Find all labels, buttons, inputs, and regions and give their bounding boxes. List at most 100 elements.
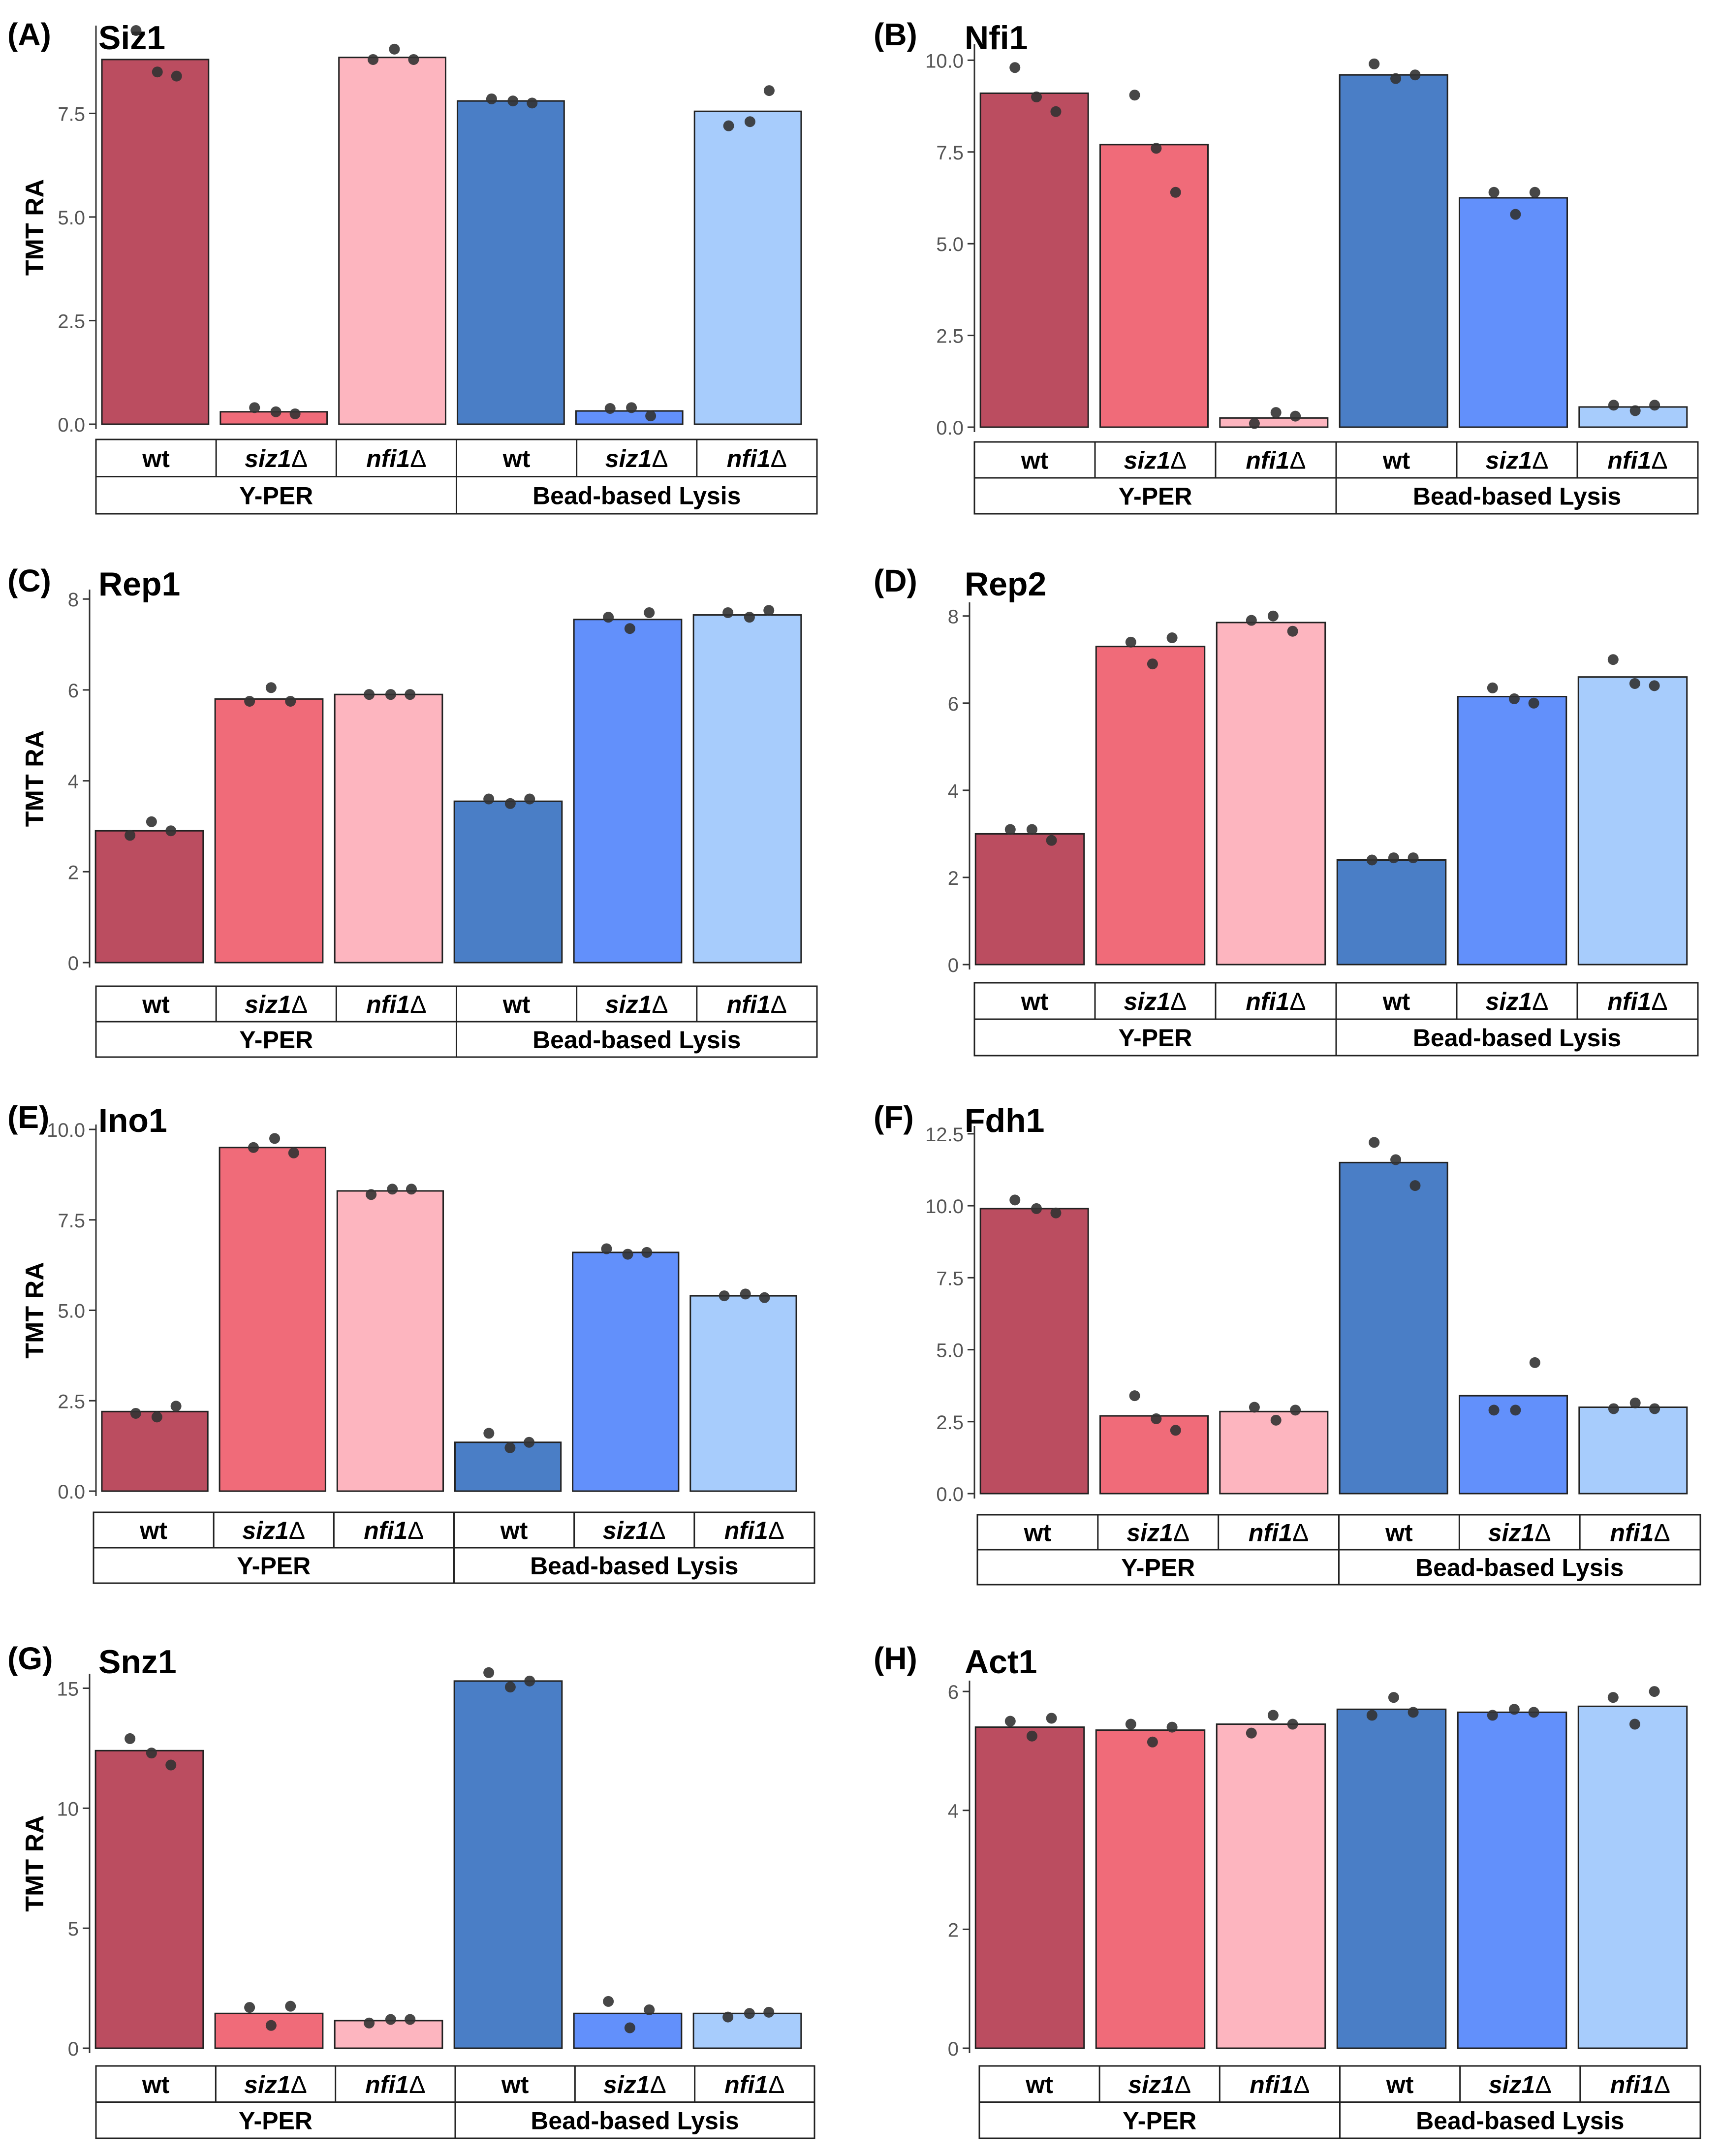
y-axis-label: TMT RA: [21, 1262, 49, 1358]
y-axis-label: TMT RA: [21, 730, 49, 827]
y-tick-label: 0.0: [936, 1484, 964, 1505]
data-point: [265, 2020, 277, 2031]
bar: [1216, 622, 1326, 966]
data-point: [1508, 693, 1520, 704]
bar: [979, 92, 1089, 428]
y-tick-label: 0: [68, 953, 79, 974]
bar: [94, 830, 204, 964]
x-tick-label: siz1Δ: [1486, 988, 1549, 1015]
data-point: [1510, 209, 1521, 220]
data-point: [763, 85, 775, 96]
chart-title: Ino1: [98, 1102, 167, 1139]
bar: [1095, 1729, 1206, 2049]
bar: [101, 1410, 209, 1492]
bar: [453, 800, 563, 964]
group-label: Bead-based Lysis: [1415, 1554, 1624, 1582]
y-tick-label: 10.0: [47, 1120, 85, 1141]
data-point: [1147, 658, 1158, 670]
data-point: [1246, 615, 1257, 626]
panel-label: (A): [7, 17, 51, 52]
data-point: [170, 1401, 182, 1412]
data-point: [504, 798, 516, 809]
data-point: [1026, 1730, 1037, 1742]
bar: [1457, 696, 1567, 966]
data-point: [603, 612, 614, 623]
group-label: Y-PER: [239, 2107, 313, 2134]
chart-panel-c: (C) Rep1 TMT RA 0 2 4 6 8 wt siz1Δ nfi1Δ wt siz1Δ nfi…: [7, 563, 818, 1058]
data-point: [719, 1290, 730, 1302]
data-point: [165, 1759, 177, 1771]
data-point: [270, 406, 282, 417]
bar: [1099, 1415, 1209, 1495]
x-tick-label: siz1Δ: [244, 2071, 307, 2098]
bar: [1577, 1705, 1688, 2049]
data-point: [408, 54, 419, 65]
data-point: [527, 97, 538, 109]
bar: [1578, 1406, 1688, 1495]
data-point: [740, 1288, 751, 1300]
data-point: [722, 607, 734, 618]
data-point: [1125, 1719, 1136, 1730]
data-point: [1290, 410, 1301, 422]
data-point: [1246, 1727, 1257, 1739]
x-tick-label: siz1Δ: [245, 991, 308, 1018]
data-point: [1151, 1413, 1162, 1424]
group-label: Y-PER: [1118, 1024, 1192, 1052]
x-tick-label: wt: [142, 2071, 170, 2098]
y-tick-label: 6: [948, 693, 959, 715]
group-label: Y-PER: [239, 482, 313, 509]
data-point: [644, 2004, 655, 2015]
x-tick-label: wt: [502, 991, 531, 1018]
data-point: [645, 410, 657, 422]
x-tick-label: siz1Δ: [605, 991, 668, 1018]
chart-title: Snz1: [98, 1643, 177, 1681]
data-point: [368, 54, 379, 65]
data-point: [1366, 854, 1377, 866]
data-point: [1166, 1721, 1178, 1733]
data-point: [125, 830, 136, 841]
chart-title: Act1: [965, 1643, 1037, 1681]
data-point: [1369, 58, 1380, 69]
data-point: [486, 93, 497, 104]
y-tick-label: 4: [948, 781, 959, 802]
y-tick-label: 8: [68, 589, 79, 611]
data-point: [641, 1247, 653, 1258]
data-point: [1607, 654, 1619, 665]
data-point: [1366, 1710, 1377, 1721]
data-point: [1487, 682, 1498, 693]
data-point: [165, 825, 177, 837]
group-label: Y-PER: [1123, 2107, 1196, 2134]
data-point: [269, 1133, 281, 1144]
x-tick-label: nfi1Δ: [366, 991, 426, 1018]
data-point: [601, 1243, 612, 1254]
data-point: [171, 70, 182, 82]
data-point: [1629, 1719, 1640, 1730]
data-point: [1608, 400, 1619, 411]
group-label: Y-PER: [1121, 1554, 1195, 1582]
data-point: [1388, 1692, 1399, 1703]
x-tick-label: nfi1Δ: [724, 2071, 784, 2098]
data-point: [364, 2017, 375, 2029]
data-point: [288, 1147, 299, 1158]
data-point: [763, 2006, 775, 2018]
data-point: [1031, 91, 1042, 102]
bar: [1459, 197, 1568, 428]
data-point: [364, 689, 375, 700]
group-label: Bead-based Lysis: [1413, 483, 1621, 510]
group-label: Y-PER: [1118, 483, 1192, 510]
data-point: [1369, 1137, 1380, 1148]
data-point: [1125, 636, 1136, 648]
y-tick-label: 7.5: [58, 103, 85, 125]
bar: [1336, 1708, 1447, 2049]
data-point: [385, 2014, 396, 2025]
data-point: [1508, 1704, 1520, 1715]
data-point: [1488, 1405, 1500, 1416]
bar: [1219, 1410, 1329, 1495]
chart-title: Rep2: [965, 565, 1046, 603]
data-point: [1009, 62, 1021, 73]
data-point: [1290, 1405, 1301, 1416]
data-point: [1649, 1686, 1660, 1697]
y-tick-label: 5.0: [58, 207, 85, 229]
data-point: [1129, 90, 1140, 101]
bar: [1216, 1723, 1326, 2049]
